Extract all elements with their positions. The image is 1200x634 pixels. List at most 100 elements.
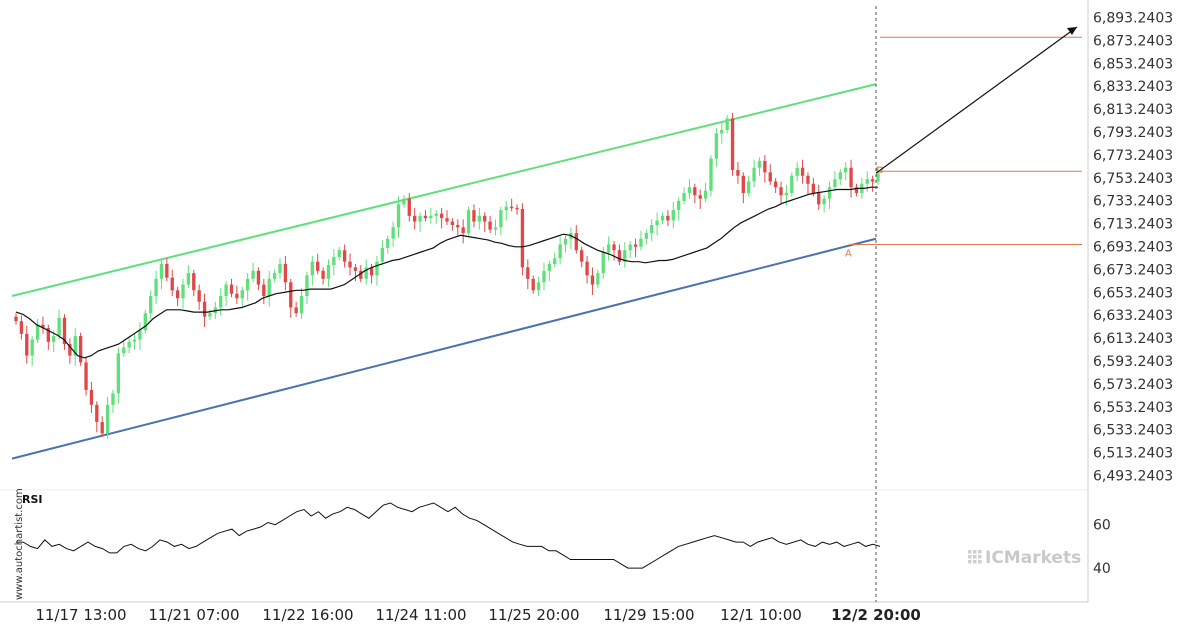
candle-body xyxy=(19,321,24,334)
y-tick-label: 6,733.2403 xyxy=(1093,194,1173,210)
candle-body xyxy=(116,353,121,394)
candle-body xyxy=(127,341,131,348)
candle-body xyxy=(590,275,595,285)
moving-average-line xyxy=(15,186,878,359)
candle-body xyxy=(41,324,45,329)
candle-body xyxy=(720,129,724,134)
candle-body xyxy=(186,273,191,285)
candle-body xyxy=(62,317,67,345)
candle-body xyxy=(272,273,277,279)
y-tick-label: 6,873.2403 xyxy=(1093,33,1173,49)
candle-body xyxy=(278,263,282,274)
candle-body xyxy=(800,167,805,176)
candle-body xyxy=(542,270,546,283)
candle-body xyxy=(46,328,50,342)
y-tick-label: 6,853.2403 xyxy=(1093,56,1173,72)
y-tick-label: 6,493.2403 xyxy=(1093,469,1173,485)
candle-body xyxy=(251,270,255,279)
x-tick-label: 11/22 16:00 xyxy=(262,606,353,624)
candle-body xyxy=(413,215,417,222)
forecast-arrow-head xyxy=(1067,27,1077,35)
y-tick-label: 6,833.2403 xyxy=(1093,79,1173,95)
candle-body xyxy=(784,192,789,196)
y-tick-label: 6,633.2403 xyxy=(1093,308,1173,324)
brand-logo-dot xyxy=(978,555,982,559)
candle-body xyxy=(639,238,643,247)
candle-body xyxy=(364,267,368,279)
candle-body xyxy=(100,421,104,434)
candle-body xyxy=(321,270,325,279)
candle-body xyxy=(574,233,578,251)
candle-body xyxy=(181,284,185,299)
candle-body xyxy=(854,187,859,193)
candle-body xyxy=(337,250,341,258)
candle-body xyxy=(95,404,99,422)
candle-body xyxy=(111,393,115,405)
candle-body xyxy=(865,179,869,184)
candle-body xyxy=(353,267,358,271)
candle-body xyxy=(790,175,794,193)
y-tick-label: 6,513.2403 xyxy=(1093,446,1173,462)
candle-body xyxy=(687,187,692,193)
candle-body xyxy=(747,181,751,193)
candle-body xyxy=(676,200,681,211)
candle-body xyxy=(822,198,826,205)
y-tick-label: 6,793.2403 xyxy=(1093,125,1173,141)
candle-body xyxy=(499,210,503,228)
candle-body xyxy=(628,244,632,251)
candle-body xyxy=(698,195,702,199)
candle-body xyxy=(456,225,460,228)
candle-body xyxy=(294,307,298,314)
candle-body xyxy=(25,333,29,356)
candle-body xyxy=(57,317,61,337)
candle-body xyxy=(666,215,670,221)
candle-body xyxy=(105,404,110,434)
candle-body xyxy=(520,208,525,268)
candle-body xyxy=(660,215,665,221)
rsi-line xyxy=(16,502,881,569)
x-tick-label: 11/25 20:00 xyxy=(488,606,579,624)
y-tick-label: 6,653.2403 xyxy=(1093,285,1173,301)
candle-body xyxy=(122,347,126,354)
candle-body xyxy=(757,160,762,168)
candle-body xyxy=(78,336,83,363)
candle-body xyxy=(224,284,228,297)
candle-body xyxy=(617,250,622,262)
candle-body xyxy=(709,158,713,191)
forecast-arrow-line xyxy=(875,26,1078,174)
watermark-text: www.autochartist.com xyxy=(14,488,25,600)
candle-body xyxy=(531,278,535,291)
candle-body xyxy=(488,221,492,230)
candle-body xyxy=(342,250,347,262)
candle-body xyxy=(407,198,411,216)
candle-body xyxy=(305,275,309,297)
brand-logo-dot xyxy=(968,550,972,554)
candle-body xyxy=(461,227,465,234)
candle-body xyxy=(450,221,455,226)
candle-body xyxy=(386,238,390,248)
candle-body xyxy=(817,192,821,205)
candle-body xyxy=(596,273,600,285)
y-tick-label: 6,773.2403 xyxy=(1093,148,1173,164)
candle-body xyxy=(14,316,18,322)
candle-body xyxy=(138,330,142,340)
x-tick-label: 12/2 20:00 xyxy=(831,606,921,624)
brand-logo-dot xyxy=(973,550,977,554)
candles-group xyxy=(14,112,880,440)
channel-upper-line xyxy=(11,83,877,297)
brand-logo-dot xyxy=(978,550,982,554)
candle-body xyxy=(149,296,153,314)
point-a-label: A xyxy=(845,248,852,259)
candle-body xyxy=(553,258,557,264)
candle-body xyxy=(375,261,379,276)
candle-body xyxy=(547,263,552,271)
brand-logo-dot xyxy=(968,560,972,564)
candle-body xyxy=(644,233,649,239)
candle-body xyxy=(633,244,638,247)
candle-body xyxy=(763,160,767,173)
candle-body xyxy=(73,336,77,356)
candle-body xyxy=(423,215,428,219)
candle-body xyxy=(434,213,438,216)
